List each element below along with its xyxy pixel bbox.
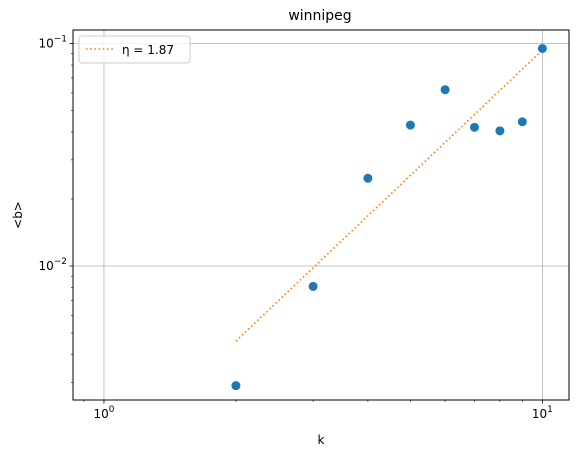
data-point: [537, 43, 547, 53]
legend-box: [78, 35, 191, 64]
data-point: [440, 85, 450, 95]
points-layer: [231, 43, 547, 391]
legend: η = 1.87: [78, 35, 191, 64]
plot-frame: [72, 29, 570, 401]
x-tick-label: 100: [93, 405, 114, 421]
data-point: [495, 126, 505, 136]
data-point: [517, 117, 527, 127]
y-axis-label: <b>: [11, 201, 25, 229]
data-point: [405, 120, 415, 130]
fit-line: [235, 49, 543, 342]
data-point: [231, 381, 241, 391]
data-point: [308, 281, 318, 291]
y-tick-label: 10−2: [38, 257, 67, 273]
chart-title: winnipeg: [288, 8, 351, 24]
x-axis-label: k: [318, 433, 325, 447]
legend-fit-label: η = 1.87: [122, 43, 174, 57]
fit-layer: [235, 49, 543, 342]
x-tick-label: 101: [532, 405, 553, 421]
y-tick-label: 10−1: [38, 35, 67, 51]
grid: [73, 30, 569, 400]
data-point: [469, 122, 479, 132]
data-point: [363, 173, 373, 183]
minor-ticks: [71, 53, 523, 402]
major-ticks: 100 101 10−2 10−1: [38, 35, 552, 421]
